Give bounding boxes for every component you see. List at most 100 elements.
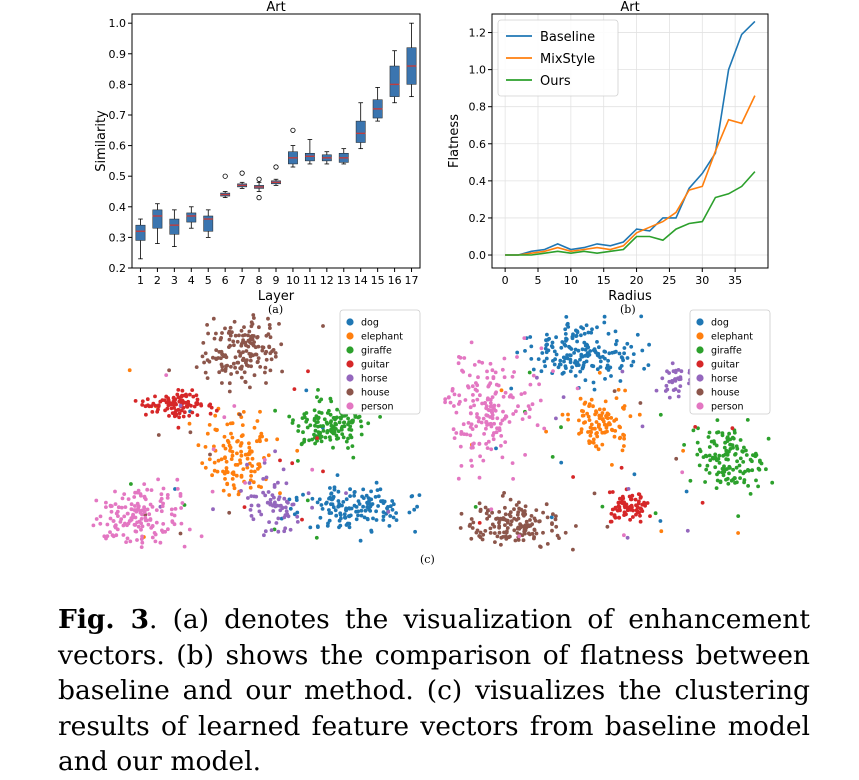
point-person xyxy=(486,439,491,444)
point-person xyxy=(142,510,147,515)
point-guitar xyxy=(189,403,193,408)
point-dog xyxy=(629,363,634,368)
point-house xyxy=(458,526,463,530)
point-house xyxy=(551,512,555,516)
point-giraffe xyxy=(331,445,335,450)
point-elephant xyxy=(196,443,201,448)
point-elephant xyxy=(231,483,236,487)
point-house xyxy=(264,357,269,362)
point-dog xyxy=(329,492,333,496)
point-elephant xyxy=(585,411,589,416)
point-person xyxy=(175,477,180,482)
point-horse xyxy=(281,467,286,472)
chart-title: Art xyxy=(266,0,285,15)
point-person xyxy=(179,521,184,526)
point-dog xyxy=(494,446,498,451)
point-house xyxy=(574,524,578,528)
point-giraffe xyxy=(333,416,338,421)
point-house xyxy=(252,340,256,344)
point-house xyxy=(250,334,255,338)
point-guitar xyxy=(639,495,643,499)
point-horse xyxy=(239,489,243,493)
point-dog xyxy=(361,487,366,492)
point-person xyxy=(469,445,474,450)
x-tick-label: 20 xyxy=(630,274,644,287)
point-giraffe xyxy=(347,420,351,425)
point-dog xyxy=(559,345,564,350)
point-elephant xyxy=(589,397,594,402)
point-person xyxy=(123,505,128,509)
point-dog xyxy=(348,487,352,492)
point-giraffe xyxy=(330,430,335,435)
point-giraffe xyxy=(745,418,750,422)
point-person xyxy=(142,505,146,509)
ours-tsne-scatter: dog elephant giraffe guitar horse house person xyxy=(443,309,775,552)
point-dog xyxy=(381,514,386,519)
point-dog xyxy=(381,518,386,522)
x-tick-label: 10 xyxy=(286,274,300,287)
point-dog xyxy=(329,497,334,502)
point-dog xyxy=(558,358,563,363)
point-giraffe xyxy=(698,449,703,454)
point-giraffe xyxy=(353,413,358,418)
point-giraffe xyxy=(704,454,709,459)
point-person xyxy=(179,506,183,510)
point-person xyxy=(124,540,128,544)
point-person xyxy=(514,409,518,414)
point-giraffe xyxy=(658,412,663,417)
point-horse xyxy=(670,380,675,385)
point-giraffe xyxy=(738,438,743,442)
point-house xyxy=(218,337,223,342)
point-person xyxy=(126,497,131,501)
point-horse xyxy=(625,535,630,540)
point-dog xyxy=(356,513,360,518)
point-giraffe xyxy=(736,514,741,518)
point-house xyxy=(530,522,534,527)
iqr-box xyxy=(203,215,214,232)
point-person xyxy=(125,536,130,541)
point-guitar xyxy=(190,388,195,392)
point-person xyxy=(91,523,96,528)
point-house xyxy=(232,343,236,348)
legend-label: house xyxy=(711,388,740,399)
point-guitar xyxy=(214,408,219,413)
caption-label: Fig. 3 xyxy=(58,604,150,635)
point-house xyxy=(553,517,558,522)
legend-label: dog xyxy=(361,318,379,329)
point-guitar xyxy=(190,410,195,415)
point-house xyxy=(246,333,250,338)
point-giraffe xyxy=(735,480,739,485)
point-dog xyxy=(549,515,554,520)
point-elephant xyxy=(588,433,593,438)
point-horse xyxy=(269,528,274,533)
point-person xyxy=(494,382,499,387)
point-person xyxy=(475,412,479,416)
point-horse xyxy=(254,494,259,499)
legend-marker xyxy=(696,318,704,326)
point-elephant xyxy=(252,425,257,430)
point-house xyxy=(252,316,256,320)
point-guitar xyxy=(179,408,184,413)
point-giraffe xyxy=(682,443,686,447)
point-dog xyxy=(344,497,349,502)
point-house xyxy=(217,370,222,375)
point-giraffe xyxy=(758,460,762,464)
point-house xyxy=(554,514,558,518)
point-guitar xyxy=(616,500,621,505)
y-tick-label: 0.7 xyxy=(109,109,127,122)
point-house xyxy=(235,370,240,375)
point-dog xyxy=(359,508,364,513)
point-elephant xyxy=(606,412,611,417)
point-dog xyxy=(565,353,569,357)
point-person xyxy=(199,534,204,539)
point-person xyxy=(497,426,502,430)
x-tick-label: 5 xyxy=(535,274,542,287)
point-person xyxy=(486,384,491,389)
point-giraffe xyxy=(695,440,700,445)
caption-text: . (a) denotes the visualization of enhan… xyxy=(58,604,810,777)
point-horse xyxy=(282,496,287,501)
point-guitar xyxy=(182,400,186,405)
point-horse xyxy=(283,513,288,518)
point-dog xyxy=(602,320,607,325)
point-person xyxy=(680,470,685,475)
